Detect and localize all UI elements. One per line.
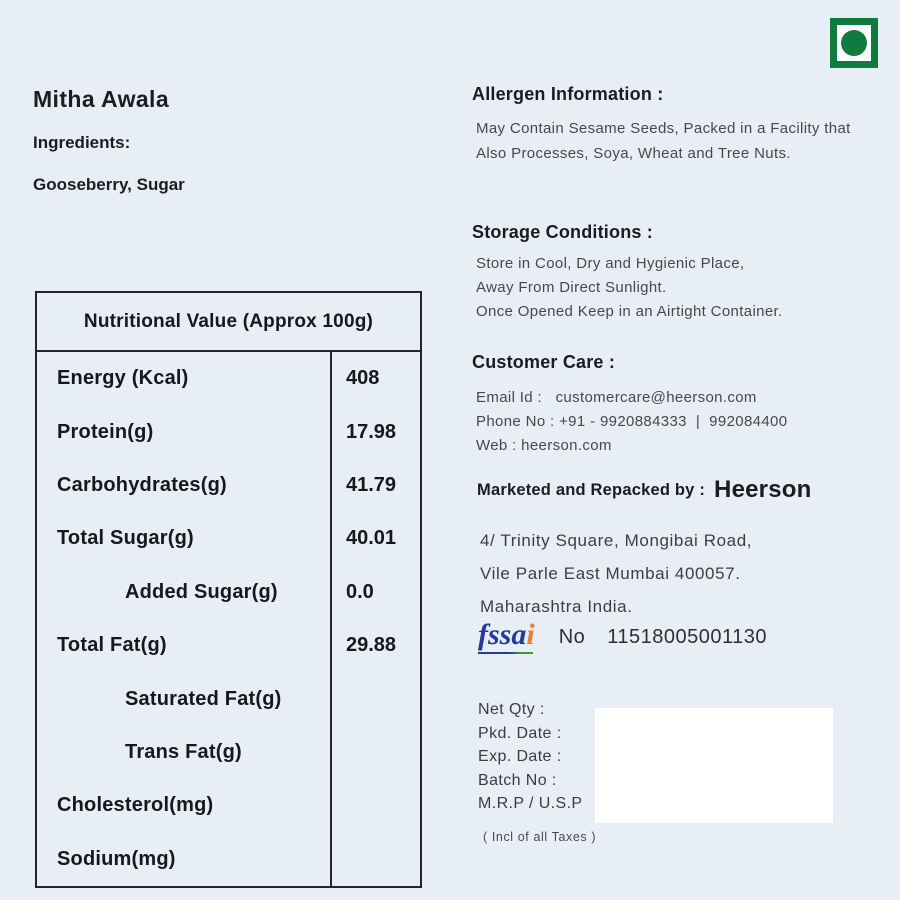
taxes-note: ( Incl of all Taxes ) [483,830,597,844]
pack-info-label: Batch No : [478,771,557,789]
nutrition-row: Total Sugar(g) 40.01 [37,512,420,565]
customer-care-heading: Customer Care : [472,352,616,372]
nutrition-row: Cholesterol(mg) [37,779,420,832]
nutrition-value: 408 [346,367,380,390]
storage-line: Once Opened Keep in an Airtight Containe… [476,303,783,320]
nutrition-row: Added Sugar(g) 0.0 [37,566,420,619]
fssai-number: 11518005001130 [607,625,768,648]
nutrition-label: Saturated Fat(g) [125,687,282,710]
fssai-number-group: No 11518005001130 [559,626,767,649]
address-line: Maharashtra India. [480,597,633,616]
veg-mark-icon [830,18,878,68]
nutrition-label: Total Fat(g) [57,634,167,657]
nutrition-label: Total Sugar(g) [57,527,194,550]
pack-info-label: M.R.P / U.S.P [478,795,583,812]
storage-text: Store in Cool, Dry and Hygienic Place, Aw… [476,252,783,324]
nutrition-row: Sodium(mg) [37,833,420,886]
veg-mark-dot [841,30,867,56]
nutrition-row: Saturated Fat(g) [37,672,420,725]
ingredients-value: Gooseberry, Sugar [33,175,185,194]
nutrition-table-column-divider [330,352,332,886]
allergen-text: May Contain Sesame Seeds, Packed in a Fa… [476,116,851,166]
nutrition-table: Nutritional Value (Approx 100g) Energy (… [35,291,422,888]
fssai-logo-text: fssa [478,618,527,651]
storage-line: Store in Cool, Dry and Hygienic Place, [476,255,745,272]
nutrition-value: 40.01 [346,527,397,550]
pack-info-label: Net Qty : [478,701,545,718]
storage-heading: Storage Conditions : [472,222,653,242]
allergen-heading: Allergen Information : [472,84,664,104]
ingredients-label: Ingredients: [33,133,131,152]
allergen-line: May Contain Sesame Seeds, Packed in a Fa… [476,120,851,137]
nutrition-row: Protein(g) 17.98 [37,405,420,458]
customer-care-text: Email Id : customercare@heerson.com Phon… [476,386,787,458]
address-line: Vile Parle East Mumbai 400057. [480,564,741,583]
nutrition-label: Cholesterol(mg) [57,794,214,817]
storage-line: Away From Direct Sunlight. [476,279,667,296]
nutrition-label: Energy (Kcal) [57,367,189,390]
nutrition-value: 41.79 [346,473,397,496]
pack-info-blank-box [595,708,833,823]
pack-info-label: Pkd. Date : [478,724,562,742]
fssai-logo-i: i [526,618,535,651]
customer-email: Email Id : customercare@heerson.com [476,389,757,406]
product-title: Mitha Awala [33,86,170,112]
customer-phone: Phone No : +91 - 9920884333 | 992084400 [476,413,788,430]
fssai-logo-underline [478,651,533,654]
marketer-address: 4/ Trinity Square, Mongibai Road, Vile Pa… [480,524,752,623]
pack-info-labels: Net Qty : Pkd. Date : Exp. Date : Batch No … [478,698,582,816]
address-line: 4/ Trinity Square, Mongibai Road, [480,531,753,550]
nutrition-value: 17.98 [346,420,397,443]
nutrition-value: 0.0 [346,580,374,603]
customer-web: Web : heerson.com [476,437,612,454]
nutrition-label: Carbohydrates(g) [57,473,227,496]
fssai-license-row: fssai No 11518005001130 [478,620,767,654]
nutrition-value: 29.88 [346,634,397,657]
nutrition-label: Added Sugar(g) [125,580,278,603]
fssai-number-label: No [558,625,586,648]
nutrition-label: Trans Fat(g) [125,740,242,763]
allergen-line: Also Processes, Soya, Wheat and Tree Nut… [476,145,791,162]
marketed-by-label: Marketed and Repacked by : [477,480,706,499]
pack-info-label: Exp. Date : [478,748,562,765]
nutrition-table-header: Nutritional Value (Approx 100g) [37,293,420,352]
brand-name: Heerson [714,476,812,503]
marketed-by-row: Marketed and Repacked by : Heerson [477,476,811,504]
nutrition-label: Protein(g) [57,420,154,443]
nutrition-row: Total Fat(g) 29.88 [37,619,420,672]
nutrition-row: Energy (Kcal) 408 [37,352,420,405]
nutrition-row: Carbohydrates(g) 41.79 [37,459,420,512]
nutrition-label: Sodium(mg) [57,847,176,870]
nutrition-table-body: Energy (Kcal) 408 Protein(g) 17.98 Carbohydr… [37,352,420,886]
nutrition-row: Trans Fat(g) [37,726,420,779]
fssai-logo-icon: fssai [478,620,539,654]
